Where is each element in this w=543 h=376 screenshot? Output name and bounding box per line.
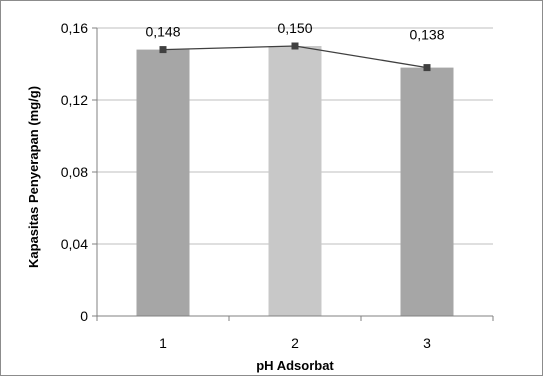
y-axis-title: Kapasitas Penyerapan (mg/g) bbox=[26, 86, 41, 268]
value-line bbox=[159, 42, 431, 72]
x-tick-label: 3 bbox=[423, 335, 431, 351]
bars bbox=[136, 46, 454, 316]
point-marker bbox=[159, 46, 167, 54]
bar-1 bbox=[136, 49, 190, 316]
data-label: 0,150 bbox=[277, 20, 312, 36]
y-tick-labels: 0 0,04 0,08 0,12 0,16 bbox=[61, 20, 88, 324]
bar-2 bbox=[268, 46, 322, 316]
y-tick-label: 0,16 bbox=[61, 20, 88, 36]
y-tick-label: 0,08 bbox=[61, 164, 88, 180]
bar-3 bbox=[400, 67, 454, 316]
data-label: 0,148 bbox=[145, 24, 180, 40]
data-labels: 0,148 0,150 0,138 bbox=[145, 20, 444, 43]
point-marker bbox=[423, 64, 431, 72]
x-tick-labels: 1 2 3 bbox=[159, 335, 431, 351]
y-tick-label: 0,12 bbox=[61, 92, 88, 108]
y-tick-label: 0 bbox=[80, 308, 88, 324]
y-tick-label: 0,04 bbox=[61, 236, 88, 252]
x-tick-label: 2 bbox=[291, 335, 299, 351]
x-axis-title: pH Adsorbat bbox=[256, 358, 334, 373]
axes bbox=[92, 27, 494, 321]
data-label: 0,138 bbox=[409, 27, 444, 43]
point-marker bbox=[291, 42, 299, 50]
x-tick-label: 1 bbox=[159, 335, 167, 351]
